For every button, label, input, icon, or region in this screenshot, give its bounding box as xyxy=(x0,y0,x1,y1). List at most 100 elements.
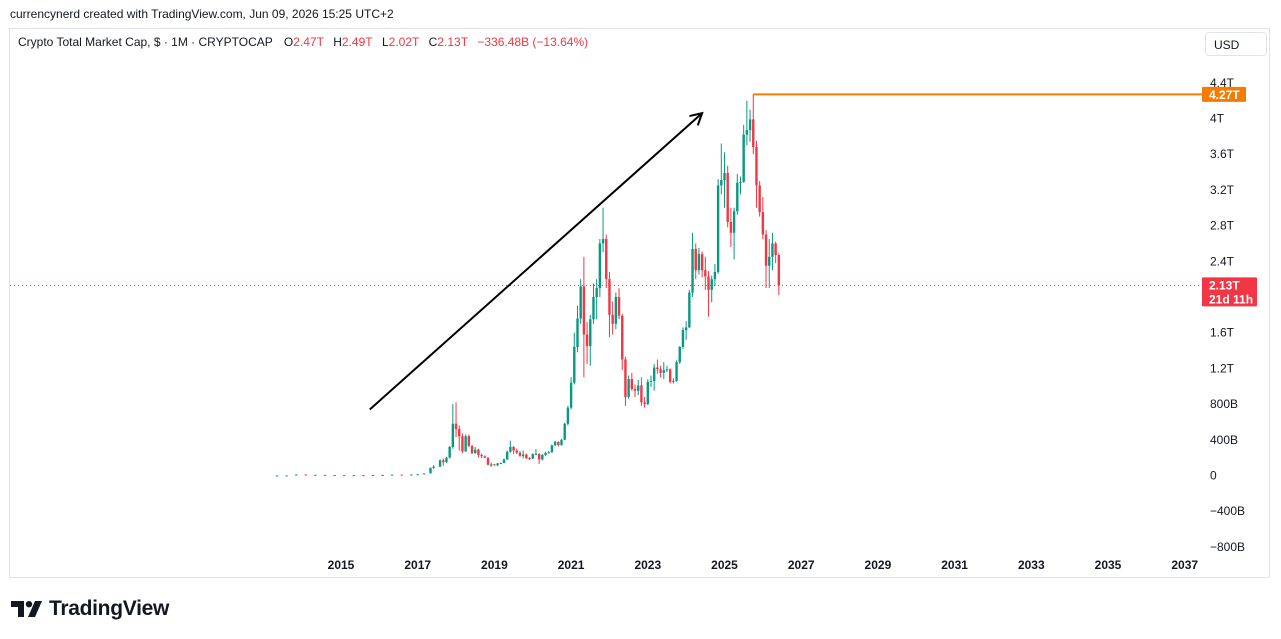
candle-body xyxy=(700,254,704,271)
candle xyxy=(461,433,464,454)
candle xyxy=(627,375,630,399)
candle-body xyxy=(400,474,403,476)
candle-body xyxy=(451,423,455,447)
tradingview-logo[interactable]: TradingView xyxy=(11,596,169,622)
candle xyxy=(528,457,531,460)
candle-body xyxy=(732,211,736,233)
candle-body xyxy=(493,464,496,466)
bar-countdown-label: 21d 11h xyxy=(1209,292,1253,306)
candle-body xyxy=(595,288,598,297)
brand-name: TradingView xyxy=(49,597,170,620)
candle-body xyxy=(691,248,694,293)
candle xyxy=(553,440,557,447)
y-tick-label: 4.4T xyxy=(1210,76,1235,90)
y-tick-label: 1.6T xyxy=(1210,326,1235,340)
candle-body xyxy=(678,346,681,363)
candle-body xyxy=(710,279,713,290)
candle xyxy=(285,475,288,477)
x-tick-label: 2035 xyxy=(1095,558,1122,572)
symbol-title[interactable]: Crypto Total Market Cap, $ · 1M · CRYPTO… xyxy=(18,35,273,49)
candle-body xyxy=(445,457,448,463)
level-tag-label: 4.27T xyxy=(1209,88,1240,102)
candle xyxy=(515,448,518,455)
candle xyxy=(697,247,701,275)
candle xyxy=(720,143,723,195)
candle xyxy=(736,173,739,215)
candle xyxy=(557,441,560,447)
candle xyxy=(470,444,474,455)
candle xyxy=(646,379,649,405)
candle-body xyxy=(774,243,777,256)
trend-arrow[interactable] xyxy=(369,111,704,411)
candle-body xyxy=(563,423,566,440)
candle xyxy=(474,446,477,454)
candle xyxy=(675,360,678,382)
level-tag-background xyxy=(1202,86,1246,102)
candle-body xyxy=(512,446,515,451)
candle-body xyxy=(342,475,346,477)
candle-body xyxy=(617,297,621,316)
x-tick-label: 2031 xyxy=(941,558,968,572)
candle xyxy=(582,256,586,378)
candle-body xyxy=(729,222,733,233)
candle-body xyxy=(285,475,288,477)
candle xyxy=(745,100,749,146)
candle-body xyxy=(688,292,691,328)
candle-body xyxy=(525,454,528,459)
candle-body xyxy=(656,367,659,370)
candle-body xyxy=(333,475,336,477)
candle xyxy=(700,251,704,278)
candle xyxy=(304,474,308,476)
candle xyxy=(541,454,544,461)
x-tick-label: 2029 xyxy=(865,558,892,572)
candle-body xyxy=(547,452,550,454)
candle xyxy=(432,465,435,469)
candle xyxy=(672,378,675,384)
candle xyxy=(716,179,720,274)
candle xyxy=(579,279,582,324)
candle-body xyxy=(442,460,445,463)
candle-body xyxy=(646,381,649,405)
y-tick-label: 1.2T xyxy=(1210,361,1235,375)
candle-body xyxy=(438,460,442,467)
candle-body xyxy=(569,382,573,408)
candle-body xyxy=(521,454,525,456)
candle-body xyxy=(704,270,707,277)
candle xyxy=(710,275,713,303)
candle xyxy=(752,94,755,155)
candle-body xyxy=(499,463,502,465)
candle-body xyxy=(515,450,518,453)
candle xyxy=(601,207,605,253)
candle xyxy=(400,474,403,476)
candle xyxy=(333,474,336,477)
candle xyxy=(544,451,547,456)
candle xyxy=(505,450,509,460)
x-tick-label: 2025 xyxy=(711,558,738,572)
candle xyxy=(560,438,563,446)
candle-body xyxy=(502,459,506,464)
candle-body xyxy=(761,212,765,235)
candle xyxy=(438,459,442,468)
candle xyxy=(678,346,681,364)
chart-credit: currencynerd created with TradingView.co… xyxy=(10,7,394,21)
candle-body xyxy=(467,436,471,447)
candle-body xyxy=(477,449,480,455)
candle-body xyxy=(448,446,451,458)
candle-body xyxy=(758,185,761,213)
candle-body xyxy=(531,454,534,459)
candle-body xyxy=(748,119,752,131)
candle-body xyxy=(681,330,685,347)
candle-body xyxy=(764,234,768,266)
tradingview-logo-icon xyxy=(11,601,42,617)
candle xyxy=(652,363,656,391)
currency-button[interactable]: USD xyxy=(1205,32,1267,56)
candle-body xyxy=(771,243,774,257)
candle xyxy=(480,453,483,459)
candle xyxy=(681,327,685,349)
candle-body xyxy=(509,446,512,452)
low-label: L xyxy=(381,35,389,49)
candle xyxy=(771,232,774,271)
candle-body xyxy=(480,454,483,457)
candle xyxy=(521,450,525,459)
